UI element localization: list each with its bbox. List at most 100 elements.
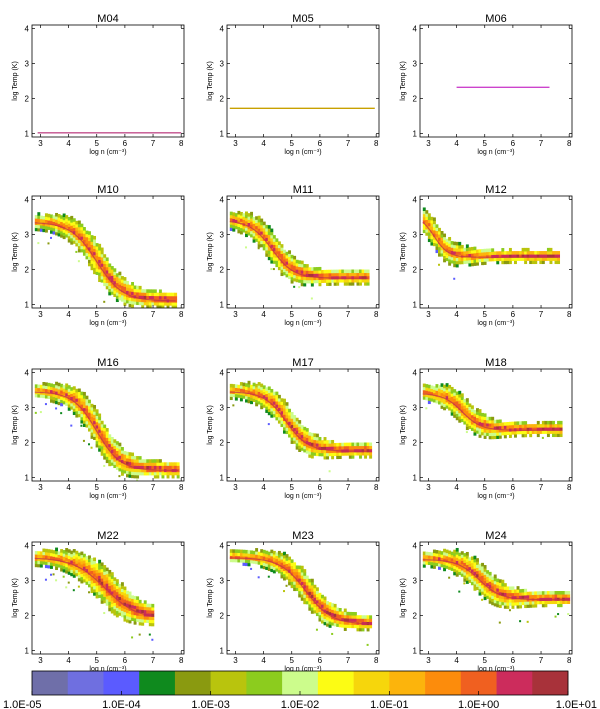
x-axis-label: log n (cm⁻³) <box>477 149 514 156</box>
panel-title: M05 <box>292 13 313 25</box>
colorbar-swatch <box>389 671 426 695</box>
y-tick-label: 2 <box>220 612 225 621</box>
y-tick-label: 4 <box>220 25 225 34</box>
density-core <box>229 391 371 452</box>
y-axis-label: log Temp (K) <box>207 232 214 272</box>
x-tick-label: 4 <box>66 310 71 319</box>
colorbar-swatch <box>496 671 533 695</box>
x-tick-label: 6 <box>123 483 128 492</box>
plot-frame <box>226 24 380 138</box>
y-axis-label: log Temp (K) <box>207 61 214 101</box>
panel-title: M10 <box>97 184 118 196</box>
colorbar-tick-label: 1.0E+01 <box>556 699 597 709</box>
panel-title: M23 <box>292 530 313 542</box>
x-tick-label: 6 <box>511 483 516 492</box>
y-tick-label: 4 <box>25 196 30 205</box>
x-tick-label: 8 <box>179 656 184 665</box>
y-tick-label: 2 <box>413 439 418 448</box>
x-tick-label: 8 <box>179 483 184 492</box>
y-axis-label: log Temp (K) <box>207 405 214 445</box>
y-tick-label: 2 <box>413 266 418 275</box>
x-tick-label: 3 <box>233 656 238 665</box>
y-tick-label: 2 <box>413 612 418 621</box>
x-tick-label: 8 <box>179 139 184 148</box>
x-axis-label: log n (cm⁻³) <box>284 666 321 673</box>
x-tick-label: 8 <box>179 310 184 319</box>
heatmap-area <box>422 207 561 280</box>
y-tick-label: 1 <box>413 301 418 310</box>
x-tick-label: 4 <box>454 139 459 148</box>
y-tick-label: 2 <box>220 266 225 275</box>
x-tick-label: 6 <box>123 310 128 319</box>
x-tick-label: 6 <box>123 656 128 665</box>
y-axis-label: log Temp (K) <box>207 578 214 618</box>
y-tick-label: 1 <box>220 647 225 656</box>
x-tick-label: 6 <box>511 310 516 319</box>
colorbar-swatch <box>353 671 390 695</box>
colorbar-swatch <box>532 671 569 695</box>
x-tick-label: 7 <box>346 656 351 665</box>
heatmap-area <box>422 547 571 624</box>
x-tick-label: 5 <box>95 310 100 319</box>
y-tick-label: 3 <box>413 577 418 586</box>
y-axis-label: log Temp (K) <box>400 405 407 445</box>
x-tick-label: 4 <box>261 483 266 492</box>
plot-frame <box>419 368 573 482</box>
x-tick-label: 3 <box>233 483 238 492</box>
panel-m06: M06 3 4 5 6 7 8 1 2 3 4 log n (cm⁻³) log Temp (K) <box>400 13 573 156</box>
x-tick-label: 6 <box>318 139 323 148</box>
x-tick-label: 8 <box>374 139 379 148</box>
y-tick-label: 1 <box>25 130 30 139</box>
y-tick-label: 1 <box>413 474 418 483</box>
x-tick-label: 5 <box>483 483 488 492</box>
x-tick-label: 3 <box>426 483 431 492</box>
x-tick-label: 4 <box>261 139 266 148</box>
panel-grid: M04 3 4 5 6 7 8 1 2 3 4 log n (cm⁻³) log Temp (K) M05… <box>12 13 573 673</box>
density-core <box>34 391 179 471</box>
y-tick-label: 2 <box>413 95 418 104</box>
colorbar-swatch <box>32 671 69 695</box>
x-tick-label: 8 <box>567 483 572 492</box>
x-tick-label: 3 <box>426 310 431 319</box>
colorbar-tick-label: 1.0E-04 <box>102 699 141 709</box>
density-core <box>34 222 176 302</box>
density-core <box>229 557 371 625</box>
x-tick-label: 5 <box>95 483 100 492</box>
x-axis-label: log n (cm⁻³) <box>477 493 514 500</box>
x-tick-label: 3 <box>426 656 431 665</box>
y-tick-label: 4 <box>413 542 418 551</box>
panel-m11: M11 3 4 5 6 7 8 1 2 3 4 log n (cm⁻³) log Temp (K) <box>207 184 380 327</box>
plot-frame <box>31 368 185 482</box>
x-axis-label: log n (cm⁻³) <box>284 320 321 327</box>
x-axis-label: log n (cm⁻³) <box>284 493 321 500</box>
y-tick-label: 2 <box>220 95 225 104</box>
y-tick-label: 1 <box>25 647 30 656</box>
y-tick-label: 1 <box>413 130 418 139</box>
heatmap-area <box>229 210 370 300</box>
colorbar-swatch <box>139 671 176 695</box>
y-tick-label: 3 <box>220 577 225 586</box>
x-tick-label: 5 <box>483 656 488 665</box>
plot-frame <box>226 368 380 482</box>
heatmap-area <box>229 548 373 646</box>
panel-title: M04 <box>97 13 118 25</box>
panel-title: M06 <box>485 13 506 25</box>
y-tick-label: 2 <box>220 439 225 448</box>
x-tick-label: 6 <box>318 656 323 665</box>
y-tick-label: 4 <box>25 369 30 378</box>
y-axis-label: log Temp (K) <box>12 405 19 445</box>
y-axis-label: log Temp (K) <box>12 578 19 618</box>
x-tick-label: 7 <box>539 139 544 148</box>
panel-m24: M24 3 4 5 6 7 8 1 2 3 4 log n (cm⁻³) log Temp (K) <box>400 530 573 673</box>
x-tick-label: 3 <box>38 483 43 492</box>
x-tick-label: 7 <box>539 483 544 492</box>
panel-m10: M10 3 4 5 6 7 8 1 2 3 4 log n (cm⁻³) log Temp (K) <box>12 184 185 327</box>
panel-m04: M04 3 4 5 6 7 8 1 2 3 4 log n (cm⁻³) log Temp (K) <box>12 13 185 156</box>
y-tick-label: 2 <box>25 95 30 104</box>
x-axis-label: log n (cm⁻³) <box>89 149 126 156</box>
y-tick-label: 3 <box>220 404 225 413</box>
x-tick-label: 8 <box>374 656 379 665</box>
x-tick-label: 8 <box>374 483 379 492</box>
y-tick-label: 4 <box>413 25 418 34</box>
x-tick-label: 7 <box>346 139 351 148</box>
